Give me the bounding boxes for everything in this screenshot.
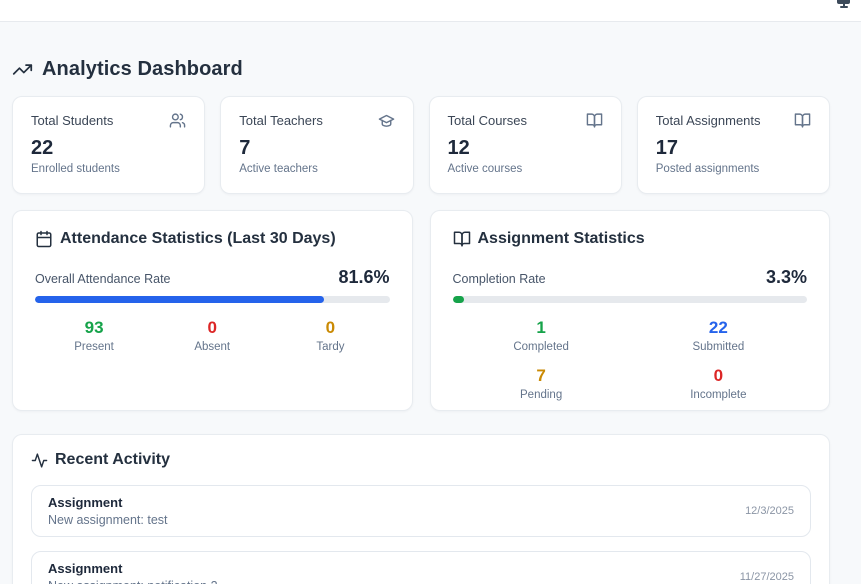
stat-value: 0 xyxy=(713,366,724,385)
panel-title: Recent Activity xyxy=(55,451,170,468)
stat-cards-row: Total Students 22 Enrolled students Tota… xyxy=(12,96,830,194)
activity-list-item: Assignment New assignment: notification … xyxy=(31,551,811,584)
top-bar xyxy=(0,0,861,22)
attendance-statistics-panel: Attendance Statistics (Last 30 Days) Ove… xyxy=(12,210,413,411)
stat-label: Submitted xyxy=(692,341,745,353)
activity-list-item: Assignment New assignment: test 12/3/202… xyxy=(31,485,811,537)
stat-label: Absent xyxy=(194,341,231,353)
stat-label: Present xyxy=(74,341,114,353)
stat-label: Tardy xyxy=(316,341,345,353)
stat-card-total-teachers: Total Teachers 7 Active teachers xyxy=(220,96,414,194)
stat-value: 93 xyxy=(84,318,104,337)
stat-pending: 7 Pending xyxy=(453,366,630,401)
attendance-progress-fill xyxy=(35,296,325,303)
activity-description: New assignment: test xyxy=(48,513,168,527)
book-open-icon xyxy=(794,113,811,128)
stat-incomplete: 0 Incomplete xyxy=(630,366,807,401)
stat-completed: 1 Completed xyxy=(453,318,630,353)
panel-title: Assignment Statistics xyxy=(477,230,645,247)
activity-type: Assignment xyxy=(48,495,123,510)
page-title: Analytics Dashboard xyxy=(42,58,243,80)
stat-value: 0 xyxy=(207,318,217,337)
stat-label: Incomplete xyxy=(690,389,747,401)
activity-type: Assignment xyxy=(48,561,123,576)
activity-list: Assignment New assignment: test 12/3/202… xyxy=(31,485,811,584)
stat-card-sub: Enrolled students xyxy=(31,163,120,175)
trending-up-icon xyxy=(12,64,33,75)
stat-label: Completed xyxy=(513,341,569,353)
stat-present: 93 Present xyxy=(35,318,153,353)
stat-card-value: 17 xyxy=(655,137,678,159)
stat-absent: 0 Absent xyxy=(153,318,271,353)
rate-label: Completion Rate xyxy=(452,272,546,286)
completion-progress-fill xyxy=(452,296,465,303)
stat-submitted: 22 Submitted xyxy=(630,318,807,353)
stat-card-total-students: Total Students 22 Enrolled students xyxy=(12,96,206,194)
stat-card-label: Total Courses xyxy=(447,113,527,128)
users-icon xyxy=(169,113,186,128)
activity-icon xyxy=(31,452,48,468)
stat-card-value: 22 xyxy=(31,137,54,159)
activity-date: 11/27/2025 xyxy=(739,571,794,583)
stat-card-label: Total Teachers xyxy=(239,113,323,128)
stat-value: 22 xyxy=(708,318,728,337)
stat-value: 1 xyxy=(536,318,546,337)
stat-card-label: Total Students xyxy=(31,113,114,128)
page-header: Analytics Dashboard xyxy=(12,58,830,81)
stat-card-sub: Active courses xyxy=(447,163,523,175)
stat-value: 7 xyxy=(536,366,546,385)
dashboard-container: Analytics Dashboard Total Students 22 En… xyxy=(12,22,830,584)
recent-activity-panel: Recent Activity Assignment New assignmen… xyxy=(12,434,830,584)
stat-card-value: 7 xyxy=(239,137,251,159)
rate-value: 3.3% xyxy=(765,267,807,287)
statistics-panels-row: Attendance Statistics (Last 30 Days) Ove… xyxy=(12,210,830,411)
completion-progress-bar xyxy=(452,296,807,303)
stat-tardy: 0 Tardy xyxy=(271,318,389,353)
stat-card-value: 12 xyxy=(447,137,470,159)
activity-date: 12/3/2025 xyxy=(745,505,794,517)
book-open-icon xyxy=(453,231,470,247)
stat-card-total-assignments: Total Assignments 17 Posted assignments xyxy=(636,96,830,194)
rate-value: 81.6% xyxy=(338,267,390,287)
assignment-statistics-panel: Assignment Statistics Completion Rate 3.… xyxy=(429,210,830,411)
activity-description: New assignment: notification 2 xyxy=(48,579,218,584)
stat-card-label: Total Assignments xyxy=(655,113,761,128)
panel-title: Attendance Statistics (Last 30 Days) xyxy=(60,230,336,247)
monitor-icon xyxy=(836,0,851,9)
stat-value: 0 xyxy=(325,318,336,337)
stat-label: Pending xyxy=(520,389,563,401)
rate-label: Overall Attendance Rate xyxy=(35,272,171,286)
stat-card-sub: Active teachers xyxy=(239,163,318,175)
graduation-cap-icon xyxy=(378,114,394,127)
calendar-icon xyxy=(36,230,52,248)
stat-card-total-courses: Total Courses 12 Active courses xyxy=(428,96,622,194)
book-open-icon xyxy=(586,113,603,128)
stat-card-sub: Posted assignments xyxy=(655,163,760,175)
attendance-progress-bar xyxy=(35,296,390,303)
